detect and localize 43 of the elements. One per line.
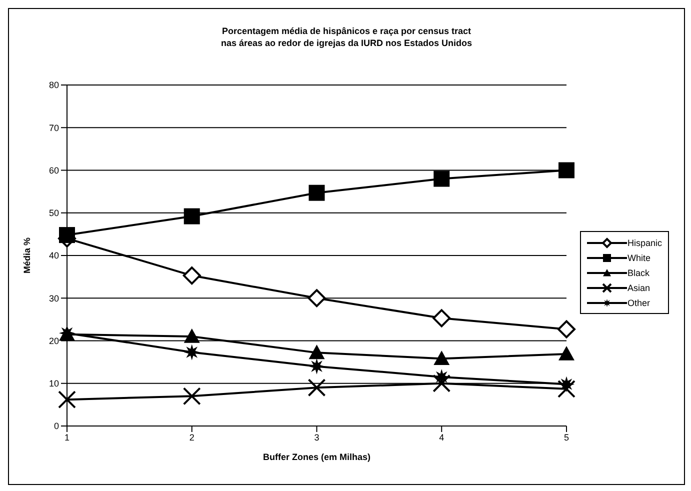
point: [308, 344, 325, 360]
x-tick-label: 3: [314, 432, 320, 442]
legend-label: White: [627, 252, 650, 262]
point: [558, 346, 574, 360]
point: [182, 387, 201, 406]
point: [184, 208, 200, 224]
y-tick-label: 0: [54, 421, 59, 432]
point: [308, 378, 326, 397]
x-tick-label: 5: [564, 432, 569, 442]
point: [558, 376, 574, 392]
x-axis-title: Buffer Zones (em Milhas): [262, 452, 370, 462]
y-tick-label: 40: [48, 250, 59, 261]
legend-label: Other: [627, 298, 650, 308]
y-tick-label: 80: [48, 80, 59, 90]
point: [58, 390, 76, 409]
point: [432, 309, 451, 328]
point: [184, 328, 200, 343]
x-tick-label: 1: [64, 432, 70, 442]
legend-label: Asian: [627, 282, 650, 292]
point: [434, 350, 450, 366]
legend-label: Black: [627, 268, 650, 278]
y-tick-label: 70: [48, 122, 59, 133]
x-tick-label: 4: [439, 432, 444, 442]
y-tick-label: 20: [48, 336, 59, 346]
point: [184, 344, 200, 360]
chart-title: Porcentagem média de hispânicos e raça por census tract nas áreas ao redor de igrejas da IURD nos Estados Unidos: [220, 25, 474, 49]
point: [434, 170, 450, 187]
point: [557, 320, 576, 338]
point: [558, 162, 574, 178]
x-tick-label: 2: [189, 432, 194, 442]
legend-label: Hispanic: [627, 238, 662, 248]
y-tick-label: 10: [48, 378, 59, 389]
point: [308, 289, 326, 308]
y-tick-label: 60: [48, 165, 59, 176]
point: [308, 358, 325, 374]
y-tick-label: 50: [48, 208, 59, 218]
y-axis-title: Média %: [22, 237, 32, 274]
point: [59, 227, 75, 244]
point: [308, 184, 325, 201]
y-tick-label: 30: [48, 293, 59, 304]
point: [432, 374, 451, 392]
point: [182, 266, 201, 285]
point: [557, 380, 576, 398]
